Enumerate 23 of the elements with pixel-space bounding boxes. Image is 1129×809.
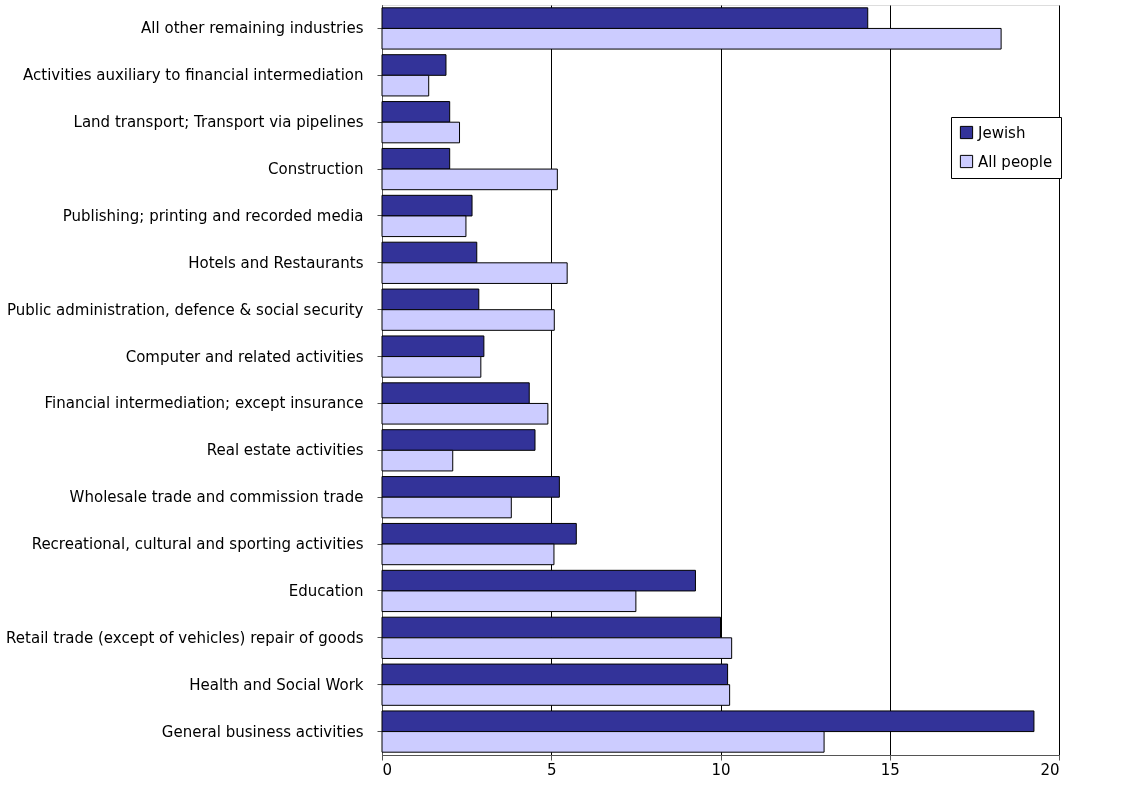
y-tick-label: Public administration, defence & social security — [6, 300, 364, 319]
x-tick-label: 20 — [1040, 760, 1060, 779]
y-tick-label: Education — [288, 581, 364, 600]
y-tick-label: Activities auxiliary to financial intermediation — [23, 66, 364, 85]
y-tick-label: Computer and related activities — [125, 347, 364, 366]
y-tick-label: General business activities — [161, 722, 364, 741]
x-tick-label: 0 — [382, 760, 393, 779]
y-tick-label: Land transport; Transport via pipelines — [73, 113, 364, 132]
y-tick-label: Real estate activities — [206, 441, 364, 460]
x-tick-label: 10 — [711, 760, 731, 779]
y-tick-label: Health and Social Work — [189, 675, 364, 694]
y-tick-label: Publishing; printing and recorded media — [62, 206, 364, 225]
y-tick-label: Wholesale trade and commission trade — [69, 488, 364, 507]
x-tick-label: 5 — [546, 760, 557, 779]
legend-label: Jewish — [977, 123, 1026, 142]
legend-label: All people — [978, 152, 1053, 171]
x-tick-label: 15 — [880, 760, 900, 779]
y-tick-label: Recreational, cultural and sporting activities — [31, 535, 364, 554]
y-tick-label: Construction — [267, 160, 364, 179]
y-tick-label: All other remaining industries — [141, 19, 364, 38]
y-tick-label: Financial intermediation; except insurance — [44, 394, 364, 413]
y-tick-label: Retail trade (except of vehicles) repair of goods — [6, 628, 364, 647]
y-tick-label: Hotels and Restaurants — [188, 253, 364, 272]
